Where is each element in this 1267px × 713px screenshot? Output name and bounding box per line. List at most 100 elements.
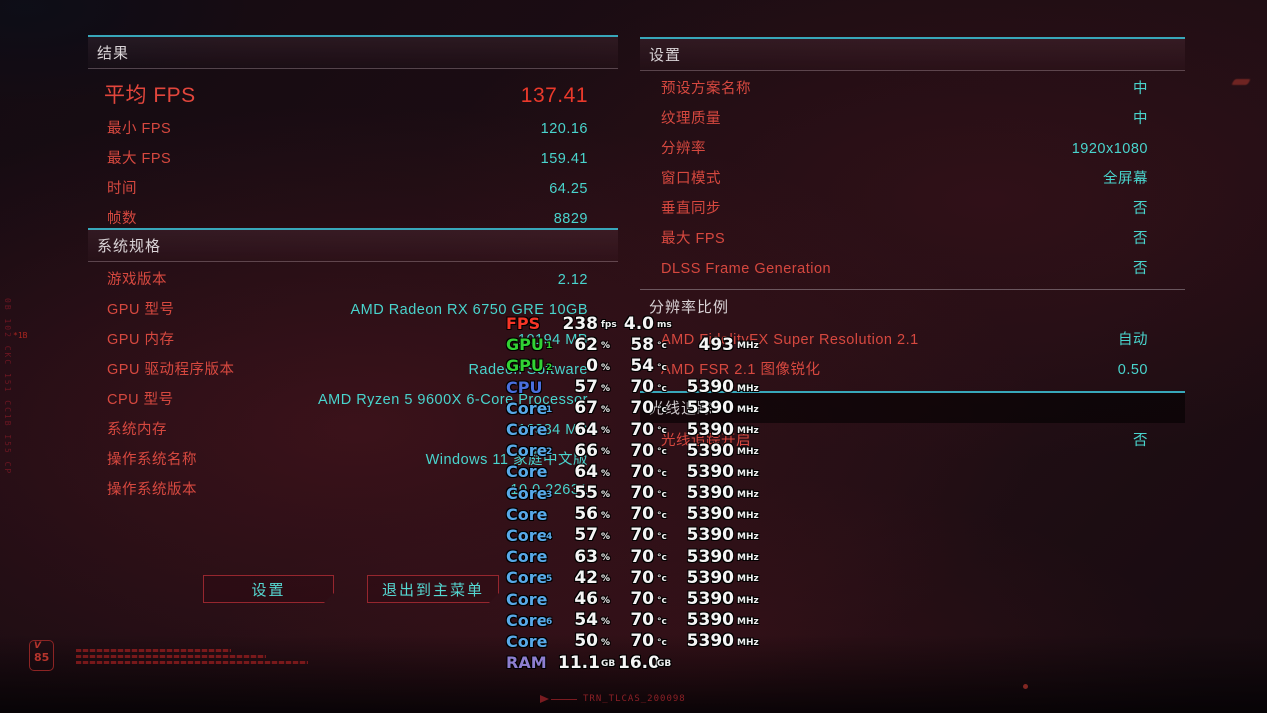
osd-value-2: 16.0 — [618, 652, 660, 673]
raytracing-row: 光线追踪开启 否 — [640, 425, 1185, 455]
spec-value: 16384 MB — [517, 422, 588, 438]
decor-dot — [1023, 684, 1028, 689]
spec-row: 操作系统名称 Windows 11 家庭中文版 — [88, 444, 618, 474]
osd-value-1: 56 — [574, 504, 598, 525]
osd-unit-1: fps — [601, 320, 617, 331]
osd-value-3: 5390 — [686, 589, 734, 610]
scaling-value: 0.50 — [1117, 362, 1148, 378]
bottom-id-tag: TRN_TLCAS_200098 — [540, 694, 686, 704]
osd-unit-2: °c — [657, 383, 667, 394]
osd-value-1: 46 — [574, 589, 598, 610]
osd-label: Core — [506, 420, 548, 440]
version-badge: V 85 — [29, 640, 54, 671]
osd-value-3: 5390 — [686, 504, 734, 525]
setting-label: 分辨率 — [661, 141, 706, 157]
osd-value-2: 70 — [630, 546, 654, 567]
osd-value-2: 70 — [630, 504, 654, 525]
spec-row: CPU 型号 AMD Ryzen 5 9600X 6-Core Processo… — [88, 384, 618, 414]
spec-value: 10194 MB — [517, 332, 588, 348]
osd-label: GPU — [506, 356, 544, 376]
osd-label-index — [546, 479, 558, 483]
result-label: 时间 — [107, 181, 137, 197]
osd-unit-2: °c — [657, 362, 667, 373]
osd-unit-3: MHz — [737, 510, 759, 521]
exit-to-main-menu-button[interactable]: 退出到主菜单 — [367, 575, 499, 603]
osd-label: Core — [506, 504, 548, 524]
arrow-icon — [540, 695, 549, 703]
spec-row: 系统内存 16384 MB — [88, 414, 618, 444]
osd-stat-row: GPU 1 62 % 58 °c 493 MHz — [506, 334, 764, 355]
osd-unit-3: MHz — [737, 341, 759, 352]
result-label: 最小 FPS — [107, 121, 172, 137]
setting-value: 全屏幕 — [1103, 171, 1148, 187]
osd-unit-2: °c — [657, 574, 667, 585]
osd-unit-3: MHz — [737, 447, 759, 458]
spec-label: GPU 内存 — [107, 332, 175, 348]
osd-value-1: 63 — [574, 546, 598, 567]
osd-value-2: 70 — [630, 589, 654, 610]
osd-label-index — [546, 521, 558, 525]
osd-label-index: 1 — [546, 404, 553, 415]
setting-row: 预设方案名称 中 — [640, 73, 1185, 103]
osd-value-2: 4.0 — [623, 313, 654, 334]
spec-label: 系统内存 — [107, 422, 167, 438]
result-row: 帧数 8829 — [88, 203, 618, 233]
osd-unit-3: MHz — [737, 574, 759, 585]
osd-label: Core — [506, 568, 548, 588]
setting-value: 中 — [1133, 111, 1148, 127]
osd-label: FPS — [506, 314, 541, 334]
osd-stat-row: Core 63 % 70 °c 5390 MHz — [506, 546, 764, 567]
osd-value-2: 70 — [630, 419, 654, 440]
osd-value-3: 5390 — [686, 461, 734, 482]
osd-unit-1: % — [601, 447, 611, 458]
osd-value-1: 67 — [574, 398, 598, 419]
osd-label-index: 2 — [546, 447, 553, 458]
osd-label: CPU — [506, 377, 543, 397]
osd-stat-row: FPS 238 fps 4.0 ms — [506, 313, 764, 334]
osd-unit-1: % — [601, 595, 611, 606]
osd-value-3: 5390 — [686, 567, 734, 588]
osd-label-index: 6 — [546, 616, 553, 627]
osd-unit-3: MHz — [737, 404, 759, 415]
results-panel: 结果 平均 FPS 137.41 最小 FPS 120.16 最大 FPS 15… — [88, 35, 618, 233]
osd-value-1: 54 — [574, 610, 598, 631]
osd-unit-1: % — [601, 574, 611, 585]
setting-value: 否 — [1133, 231, 1148, 247]
spec-label: GPU 型号 — [107, 302, 175, 318]
osd-unit-1: % — [601, 383, 611, 394]
settings-summary-panel: 设置 预设方案名称 中 纹理质量 中 分辨率 1920x1080 窗口模式 全屏… — [640, 37, 1185, 455]
osd-unit-3 — [734, 330, 764, 334]
spec-label: 操作系统版本 — [107, 482, 197, 498]
osd-label-index: 1 — [546, 341, 553, 352]
osd-value-2: 54 — [630, 355, 654, 376]
settings-rows: 预设方案名称 中 纹理质量 中 分辨率 1920x1080 窗口模式 全屏幕 垂… — [640, 71, 1185, 283]
osd-unit-3: MHz — [737, 489, 759, 500]
osd-value-1: 11.1 — [558, 652, 600, 673]
scaling-row: AMD FidelityFX Super Resolution 2.1 自动 — [640, 324, 1185, 354]
osd-label-index — [546, 330, 558, 334]
scaling-row: AMD FSR 2.1 图像锐化 0.50 — [640, 354, 1185, 384]
osd-label-index — [546, 436, 558, 440]
osd-value-3: 5390 — [686, 419, 734, 440]
osd-unit-3: MHz — [737, 532, 759, 543]
osd-unit-2: °c — [657, 595, 667, 606]
osd-value-1: 64 — [574, 461, 598, 482]
setting-label: 预设方案名称 — [661, 81, 751, 97]
results-rows: 平均 FPS 137.41 最小 FPS 120.16 最大 FPS 159.4… — [88, 69, 618, 233]
osd-value-1: 50 — [574, 631, 598, 652]
osd-label-index: 3 — [546, 489, 553, 500]
osd-value-3: 5390 — [686, 610, 734, 631]
setting-row: 纹理质量 中 — [640, 103, 1185, 133]
osd-label-index — [546, 648, 558, 652]
result-label: 帧数 — [107, 211, 137, 227]
settings-button[interactable]: 设置 — [203, 575, 334, 603]
osd-unit-1: % — [601, 553, 611, 564]
osd-stat-row: Core 64 % 70 °c 5390 MHz — [506, 461, 764, 482]
osd-label-index — [546, 563, 558, 567]
osd-unit-2: °c — [657, 510, 667, 521]
spec-row: 游戏版本 2.12 — [88, 264, 618, 294]
raytracing-value: 否 — [1133, 433, 1148, 449]
osd-value-3: 5390 — [686, 440, 734, 461]
osd-value-2: 70 — [630, 440, 654, 461]
